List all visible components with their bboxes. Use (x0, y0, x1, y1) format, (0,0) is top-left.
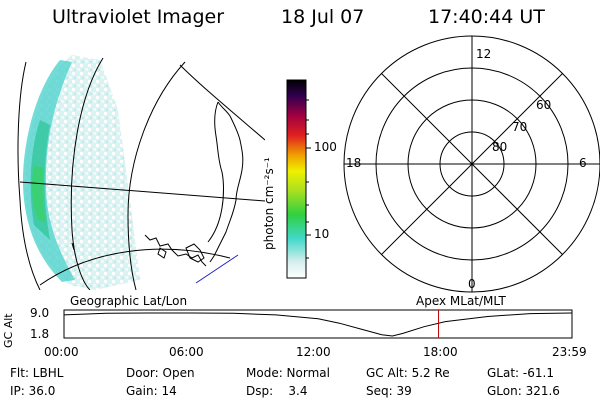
aurora-peak (31, 165, 46, 222)
geo-grid (17, 57, 265, 290)
info-glon: GLon: 321.6 (487, 384, 560, 398)
mlat-label-80: 80 (492, 140, 508, 154)
timeline-plot (63, 309, 573, 339)
colorbar-tick-100: 100 (314, 140, 337, 154)
info-mode: Mode: Normal (246, 366, 330, 380)
uv-image-map (17, 55, 265, 290)
info-filter: Flt: LBHL (10, 366, 64, 380)
colorbar-ticks (306, 99, 311, 259)
gc-alt-axis-label: GC Alt (2, 313, 15, 348)
timeline-frame (63, 309, 573, 339)
date-label: 18 Jul 07 (281, 6, 365, 28)
colorbar-gradient (286, 79, 307, 279)
mlt-label-6: 6 (579, 156, 587, 170)
apex-label: Apex MLat/MLT (416, 294, 506, 308)
app-title: Ultraviolet Imager (52, 6, 225, 28)
colorbar (286, 79, 311, 279)
mlt-label-12: 12 (476, 47, 492, 61)
colorbar-unit-label: photon cm⁻²s⁻¹ (262, 157, 276, 250)
geographic-label: Geographic Lat/Lon (70, 294, 188, 308)
mlat-label-70: 70 (512, 120, 528, 134)
x-tick-1800: 18:00 (423, 345, 458, 359)
polar-diagonal-2 (381, 73, 563, 255)
colorbar-tick-10: 10 (314, 227, 330, 241)
altitude-line (63, 312, 573, 337)
info-gc-alt: GC Alt: 5.2 Re (366, 366, 450, 380)
info-glat: GLat: -61.1 (487, 366, 554, 380)
x-tick-0000: 00:00 (44, 345, 79, 359)
info-dsp: Dsp: 3.4 (246, 384, 308, 398)
info-door: Door: Open (126, 366, 195, 380)
terminator-line (195, 254, 239, 284)
time-label: 17:40:44 UT (428, 6, 545, 28)
x-tick-0600: 06:00 (169, 345, 204, 359)
mlat-label-60: 60 (536, 98, 552, 112)
mlt-label-0: 0 (468, 277, 476, 291)
info-seq: Seq: 39 (366, 384, 412, 398)
y-tick-1-8: 1.8 (30, 327, 50, 341)
info-gain: Gain: 14 (126, 384, 177, 398)
x-tick-2359: 23:59 (552, 345, 587, 359)
mlt-label-18: 18 (346, 156, 362, 170)
polar-plot (343, 35, 600, 293)
coastline (71, 101, 244, 267)
y-tick-9-0: 9.0 (30, 306, 50, 320)
info-ip: IP: 36.0 (10, 384, 56, 398)
x-tick-1200: 12:00 (296, 345, 331, 359)
